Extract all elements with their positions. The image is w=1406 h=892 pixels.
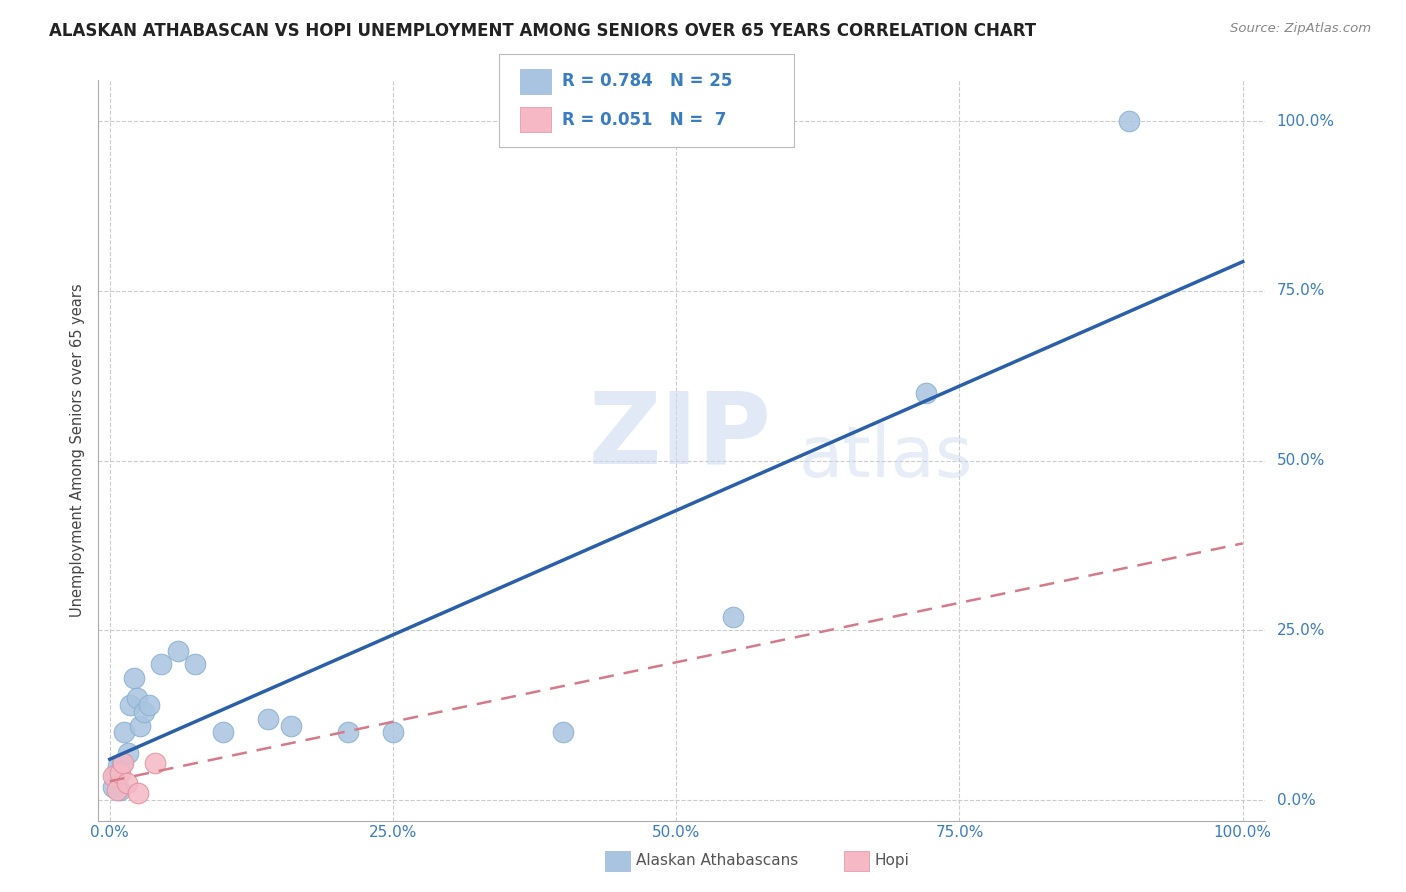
Point [914, 385, 936, 400]
Point [336, 725, 359, 739]
Point [112, 756, 135, 770]
Point [115, 776, 138, 790]
Point [382, 725, 405, 739]
Point [138, 698, 160, 713]
Y-axis label: Unemployment Among Seniors over 65 years: Unemployment Among Seniors over 65 years [70, 284, 86, 617]
Point [280, 718, 302, 732]
Text: Source: ZipAtlas.com: Source: ZipAtlas.com [1230, 22, 1371, 36]
Text: atlas: atlas [799, 424, 973, 492]
Text: 100.0%: 100.0% [1213, 825, 1272, 840]
Text: R = 0.784   N = 25: R = 0.784 N = 25 [562, 72, 733, 90]
Point [132, 705, 155, 719]
Text: 50.0%: 50.0% [1277, 453, 1324, 468]
Point [257, 712, 280, 726]
Text: 25.0%: 25.0% [368, 825, 418, 840]
Point [143, 756, 166, 770]
Point [129, 718, 152, 732]
Point [1118, 114, 1140, 128]
Point [117, 746, 139, 760]
Text: 0.0%: 0.0% [1277, 793, 1315, 808]
Text: R = 0.051   N =  7: R = 0.051 N = 7 [562, 111, 727, 128]
Point [101, 770, 124, 784]
Text: 50.0%: 50.0% [652, 825, 700, 840]
Point [111, 756, 134, 770]
Point [107, 759, 129, 773]
Point [212, 725, 235, 739]
Point [166, 644, 188, 658]
Text: 0.0%: 0.0% [90, 825, 129, 840]
Text: Alaskan Athabascans: Alaskan Athabascans [636, 854, 797, 868]
Point [120, 698, 142, 713]
Text: 75.0%: 75.0% [1277, 284, 1324, 298]
Text: 25.0%: 25.0% [1277, 623, 1324, 638]
Point [122, 671, 145, 685]
Text: ALASKAN ATHABASCAN VS HOPI UNEMPLOYMENT AMONG SENIORS OVER 65 YEARS CORRELATION : ALASKAN ATHABASCAN VS HOPI UNEMPLOYMENT … [49, 22, 1036, 40]
Point [127, 787, 149, 801]
Point [108, 766, 131, 780]
Point [108, 783, 131, 797]
Point [125, 691, 148, 706]
Text: 100.0%: 100.0% [1277, 113, 1334, 128]
Point [721, 610, 744, 624]
Text: Hopi: Hopi [875, 854, 910, 868]
Text: 75.0%: 75.0% [935, 825, 984, 840]
Point [114, 725, 136, 739]
Point [149, 657, 172, 672]
Text: ZIP: ZIP [589, 387, 772, 484]
Point [551, 725, 574, 739]
Point [183, 657, 205, 672]
Point [104, 770, 127, 784]
Point [101, 780, 124, 794]
Point [105, 783, 128, 797]
